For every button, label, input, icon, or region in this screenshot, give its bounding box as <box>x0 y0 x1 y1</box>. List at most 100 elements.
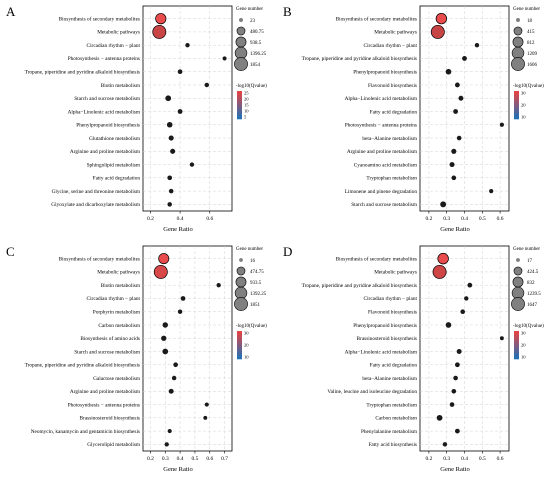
color-legend-tick-label: 10 <box>244 109 249 114</box>
color-legend-band <box>237 339 242 342</box>
size-legend-circle <box>236 266 246 276</box>
color-legend-band <box>514 99 519 102</box>
size-legend-circle <box>235 276 247 288</box>
x-axis-label: Gene Ratio <box>440 226 469 233</box>
color-legend-tick-label: 30 <box>244 331 249 336</box>
data-point <box>185 43 190 48</box>
color-legend-tick-label: 10 <box>521 355 526 360</box>
category-label: Flavonoid biosynthesis <box>368 310 417 316</box>
category-label: beta−Alanine metabolism <box>362 136 417 142</box>
data-point <box>442 442 448 447</box>
color-legend-band <box>237 91 242 94</box>
category-label: beta−Alanine metabolism <box>362 376 417 382</box>
size-legend-label: 1396.25 <box>250 52 267 57</box>
data-point <box>166 121 173 128</box>
data-point <box>458 95 464 101</box>
category-label: Starch and sucrose metabolism <box>351 202 418 208</box>
color-legend-band <box>237 103 242 106</box>
size-legend-circle <box>512 276 524 288</box>
size-legend-title: Gene number <box>236 7 263 12</box>
chart-area: Biosynthesis of secondary metabolites Met… <box>302 5 510 222</box>
color-legend-band <box>237 115 242 118</box>
size-legend-label: 415 <box>527 30 535 35</box>
data-point <box>168 388 174 394</box>
size-legend-label: 480.75 <box>250 30 264 35</box>
color-legend-band <box>237 345 242 348</box>
size-legend: 16 474.75 933.5 1392.25 1851 <box>234 258 267 311</box>
size-legend-circle <box>234 57 248 71</box>
color-legend-band <box>237 355 242 358</box>
x-tick-label: 0.5 <box>479 456 486 462</box>
size-legend-label: 1209 <box>527 52 538 57</box>
color-legend-band <box>514 95 519 98</box>
plot-frame <box>142 5 233 212</box>
category-label: Galactose metabolism <box>93 376 141 382</box>
data-point <box>177 109 183 114</box>
size-legend-circle <box>513 266 523 276</box>
color-legend-title: -log10(Qvalue) <box>236 324 267 329</box>
category-label: Arginine and proline metabolism <box>347 149 418 155</box>
color-legend-band <box>514 343 519 346</box>
x-axis-label: Gene Ratio <box>163 226 192 233</box>
color-legend-band <box>514 91 519 94</box>
category-label: Biosynthesis of amino acids <box>80 335 140 342</box>
category-label: Neomycin, kanamycin and gentamicin biosy… <box>31 429 140 435</box>
color-legend-band <box>237 349 242 352</box>
data-point <box>454 428 460 434</box>
data-point <box>456 349 462 354</box>
size-legend-circle <box>516 18 520 22</box>
color-legend: 30 20 10 <box>237 331 249 360</box>
category-label: Photosynthesis − antenna proteins <box>68 402 140 408</box>
data-point <box>170 148 176 154</box>
color-legend: 30 20 10 <box>514 91 526 120</box>
color-legend-band <box>514 107 519 110</box>
data-point <box>167 175 173 181</box>
x-tick-label: 0.5 <box>479 216 486 222</box>
data-point <box>449 162 455 168</box>
panel-letter: B <box>283 4 292 19</box>
data-point <box>177 309 183 314</box>
size-legend-circle <box>511 297 525 311</box>
category-label: Carbon metabolism <box>98 323 141 329</box>
category-label: Metabolic pathways <box>97 30 140 36</box>
color-legend-tick-label: 20 <box>521 343 526 348</box>
size-legend-label: 1239.5 <box>527 292 541 297</box>
color-legend-band <box>237 353 242 356</box>
data-point <box>453 375 458 381</box>
color-legend-band <box>514 115 519 118</box>
data-point <box>155 13 167 25</box>
color-legend-band <box>514 355 519 358</box>
x-tick-label: 0.4 <box>461 216 468 222</box>
data-point <box>153 264 168 279</box>
data-point <box>168 135 174 141</box>
size-legend-circle <box>236 26 246 36</box>
panel-c: C Biosynthesis of secondary metabolites M… <box>6 244 267 473</box>
category-label: Biosynthesis of secondary metabolites <box>59 15 140 22</box>
color-legend-band <box>514 93 519 96</box>
data-point <box>432 264 447 279</box>
data-point <box>203 415 208 420</box>
data-point <box>499 336 504 341</box>
color-legend-tick-label: 20 <box>244 343 249 348</box>
panel-letter: C <box>6 244 15 259</box>
color-legend-band <box>237 107 242 110</box>
category-label: Starch and sucrose metabolism <box>74 96 141 102</box>
x-tick-label: 0.3 <box>162 456 169 462</box>
data-point <box>162 348 169 355</box>
category-label: Metabolic pathways <box>374 270 417 276</box>
category-label: Phenylalanine metabolism <box>361 429 418 435</box>
x-tick-label: 0.6 <box>497 456 504 462</box>
color-legend: 30 20 10 <box>514 331 526 360</box>
color-legend-band <box>237 343 242 346</box>
color-legend-band <box>514 111 519 114</box>
category-label: Fatty acid degradation <box>370 363 418 369</box>
size-legend: 18 415 812 1209 1606 <box>511 18 538 71</box>
color-legend-band <box>514 105 519 108</box>
color-legend-band <box>514 109 519 112</box>
color-legend-tick-label: 30 <box>521 331 526 336</box>
data-point <box>499 122 504 127</box>
category-label: Circadian rhythm − plant <box>87 296 141 302</box>
size-legend-label: 1392.25 <box>250 292 267 297</box>
x-tick-label: 0.7 <box>221 456 228 462</box>
